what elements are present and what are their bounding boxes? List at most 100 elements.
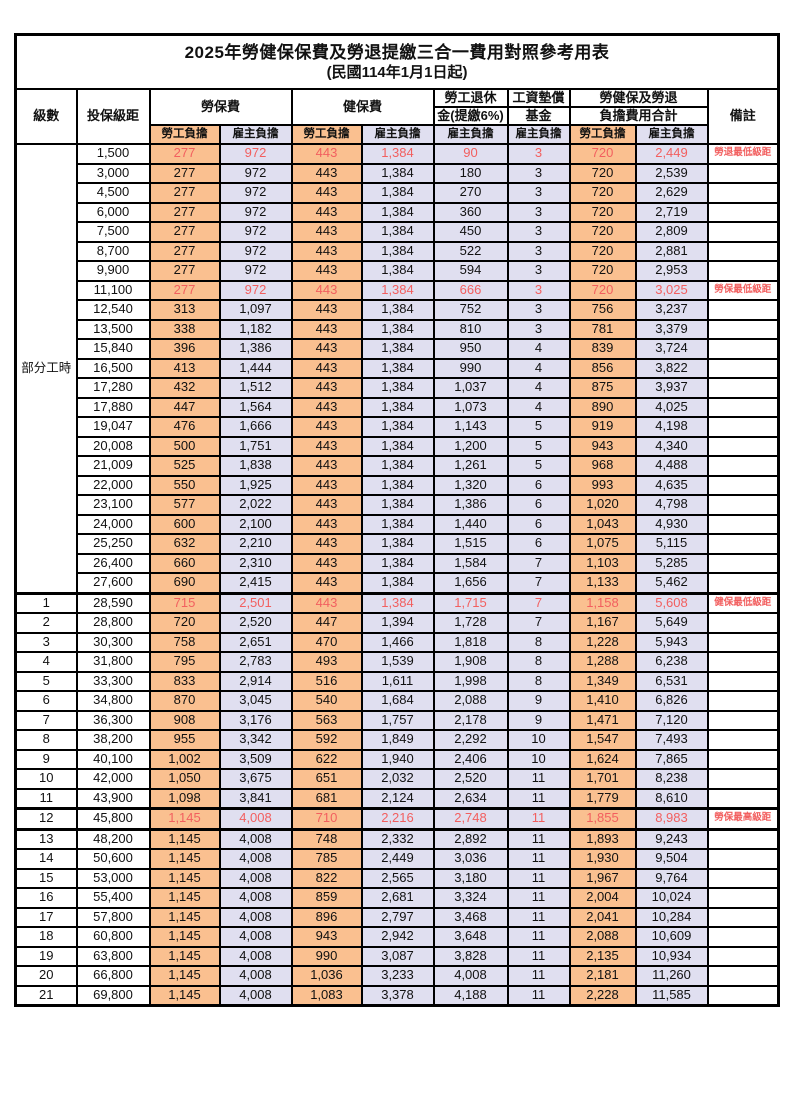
remark-cell [706,612,780,634]
value-cell: 11 [506,807,571,831]
value-cell: 972 [218,279,293,301]
bracket-cell: 19,047 [75,416,151,438]
value-cell: 839 [568,338,637,360]
value-cell: 516 [290,670,363,692]
value-cell: 1,684 [360,690,435,712]
value-cell: 3,237 [634,299,709,321]
value-cell: 5,115 [634,533,709,555]
value-cell: 720 [148,612,221,634]
value-cell: 1,967 [568,867,637,889]
value-cell: 7,120 [634,709,709,731]
bracket-cell: 4,500 [75,182,151,204]
bracket-cell: 21,009 [75,455,151,477]
level-cell: 11 [14,787,78,810]
value-cell: 2,178 [432,709,509,731]
value-cell: 9 [506,709,571,731]
value-cell: 1,757 [360,709,435,731]
value-cell: 1,384 [360,533,435,555]
table-row: 2 28,800 720 2,520 447 1,394 1,728 7 1,167 5,649 [14,612,780,634]
value-cell: 7,493 [634,729,709,751]
header-health-insurance: 健保費 [290,88,435,126]
value-cell: 972 [218,201,293,223]
bracket-cell: 63,800 [75,945,151,967]
value-cell: 1,037 [432,377,509,399]
value-cell: 3,379 [634,318,709,340]
title-row: 2025年勞健保保費及勞退提繳三合一費用對照參考用表 (民國114年1月1日起) [14,33,780,90]
value-cell: 651 [290,768,363,790]
value-cell: 8,983 [634,807,709,831]
bracket-cell: 16,500 [75,357,151,379]
value-cell: 11 [506,848,571,870]
value-cell: 1,002 [148,748,221,770]
value-cell: 1,228 [568,631,637,653]
remark-cell [706,396,780,418]
value-cell: 2,216 [360,807,435,831]
remark-cell [706,945,780,967]
value-cell: 720 [568,143,637,165]
value-cell: 3,468 [432,906,509,928]
value-cell: 1,466 [360,631,435,653]
bracket-cell: 28,590 [75,591,151,614]
value-cell: 856 [568,357,637,379]
value-cell: 493 [290,651,363,673]
remark-cell [706,455,780,477]
value-cell: 2,783 [218,651,293,673]
value-cell: 3 [506,240,571,262]
table-row: 9,900 277 972 443 1,384 594 3 720 2,953 [16,260,780,282]
table-row: 12,540 313 1,097 443 1,384 752 3 756 3,237 [16,299,780,321]
value-cell: 1,940 [360,748,435,770]
page-subtitle: (民國114年1月1日起) [326,64,468,82]
subheader-labor-employee: 勞工負擔 [148,124,221,145]
bracket-cell: 25,250 [75,533,151,555]
value-cell: 1,564 [218,396,293,418]
bracket-cell: 12,540 [75,299,151,321]
value-cell: 1,893 [568,828,637,850]
value-cell: 972 [218,240,293,262]
value-cell: 2,681 [360,887,435,909]
value-cell: 2,415 [218,572,293,594]
level-cell: 2 [14,612,78,634]
bracket-cell: 7,500 [75,221,151,243]
value-cell: 972 [218,221,293,243]
value-cell: 11 [506,906,571,928]
level-cell: 14 [14,848,78,870]
value-cell: 11 [506,965,571,987]
value-cell: 666 [432,279,509,301]
value-cell: 11 [506,945,571,967]
value-cell: 1,930 [568,848,637,870]
value-cell: 1,182 [218,318,293,340]
level-cell: 18 [14,926,78,948]
value-cell: 6 [506,494,571,516]
value-cell: 1,145 [148,887,221,909]
bracket-cell: 69,800 [75,984,151,1007]
value-cell: 1,838 [218,455,293,477]
remark-cell [706,494,780,516]
value-cell: 8,238 [634,768,709,790]
remark-cell [706,533,780,555]
table-row: 10 42,000 1,050 3,675 651 2,032 2,520 11 1,701 8,… [14,768,780,790]
value-cell: 2,088 [568,926,637,948]
value-cell: 1,998 [432,670,509,692]
value-cell: 522 [432,240,509,262]
remark-cell [706,651,780,673]
table-row: 24,000 600 2,100 443 1,384 1,440 6 1,043 4,930 [16,513,780,535]
bracket-cell: 40,100 [75,748,151,770]
value-cell: 443 [290,143,363,165]
value-cell: 443 [290,396,363,418]
level-cell: 21 [14,984,78,1007]
value-cell: 338 [148,318,221,340]
value-cell: 1,384 [360,318,435,340]
value-cell: 4,025 [634,396,709,418]
value-cell: 443 [290,552,363,574]
header-wage-fund-line2: 基金 [506,106,571,126]
subheader-pension-employer: 雇主負擔 [432,124,509,145]
table-row: 25,250 632 2,210 443 1,384 1,515 6 1,075 5,115 [16,533,780,555]
value-cell: 990 [290,945,363,967]
value-cell: 4,008 [218,848,293,870]
bracket-cell: 9,900 [75,260,151,282]
value-cell: 752 [432,299,509,321]
value-cell: 277 [148,260,221,282]
remark-cell [706,474,780,496]
table-row: 23,100 577 2,022 443 1,384 1,386 6 1,020 4,798 [16,494,780,516]
value-cell: 577 [148,494,221,516]
